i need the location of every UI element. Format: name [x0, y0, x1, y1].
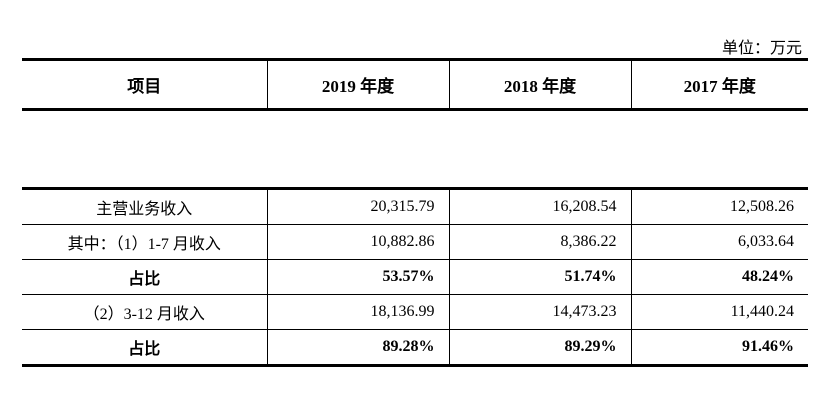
cell-2018: 89.29% — [448, 329, 631, 366]
cell-2018: 14,473.23 — [448, 294, 631, 330]
header-item: 项目 — [127, 77, 162, 96]
header-2018: 2018 年度 — [448, 59, 631, 110]
cell-2019: 18,136.99 — [266, 294, 449, 330]
cell-2019: 10,882.86 — [266, 224, 449, 260]
unit-label: 单位：万元 — [721, 40, 802, 57]
cell-2017: 12,508.26 — [630, 188, 808, 225]
row-label: （2）3-12 月收入 — [83, 306, 205, 323]
cell-2017: 48.24% — [630, 259, 808, 295]
row-label: 占比 — [128, 271, 161, 288]
table-row: （2）3-12 月收入 18,136.99 14,473.23 11,440.2… — [22, 294, 808, 330]
cell-2019: 20,315.79 — [266, 188, 449, 225]
cell-2018: 8,386.22 — [448, 224, 631, 260]
header-row: 项目 2019 年度 2018 年度 2017 年度 — [22, 59, 808, 110]
row-label: 其中：（1）1-7 月收入 — [67, 236, 221, 253]
table-row: 主营业务收入 20,315.79 16,208.54 12,508.26 — [22, 188, 808, 225]
cell-2017: 91.46% — [630, 329, 808, 366]
cell-2018: 16,208.54 — [448, 188, 631, 225]
cell-2017: 6,033.64 — [630, 224, 808, 260]
cell-2018: 51.74% — [448, 259, 631, 295]
cell-2017: 11,440.24 — [630, 294, 808, 330]
table-header: 项目 2019 年度 2018 年度 2017 年度 — [22, 58, 808, 111]
row-label: 占比 — [128, 341, 161, 358]
row-label: 主营业务收入 — [96, 201, 193, 218]
header-2019: 2019 年度 — [266, 59, 449, 110]
table-row: 占比 53.57% 51.74% 48.24% — [22, 259, 808, 295]
cell-2019: 53.57% — [266, 259, 449, 295]
header-2017: 2017 年度 — [630, 59, 808, 110]
table-row: 占比 89.28% 89.29% 91.46% — [22, 329, 808, 366]
cell-2019: 89.28% — [266, 329, 449, 366]
table-row: 其中：（1）1-7 月收入 10,882.86 8,386.22 6,033.6… — [22, 224, 808, 260]
data-table: 主营业务收入 20,315.79 16,208.54 12,508.26 其中：… — [22, 187, 808, 367]
